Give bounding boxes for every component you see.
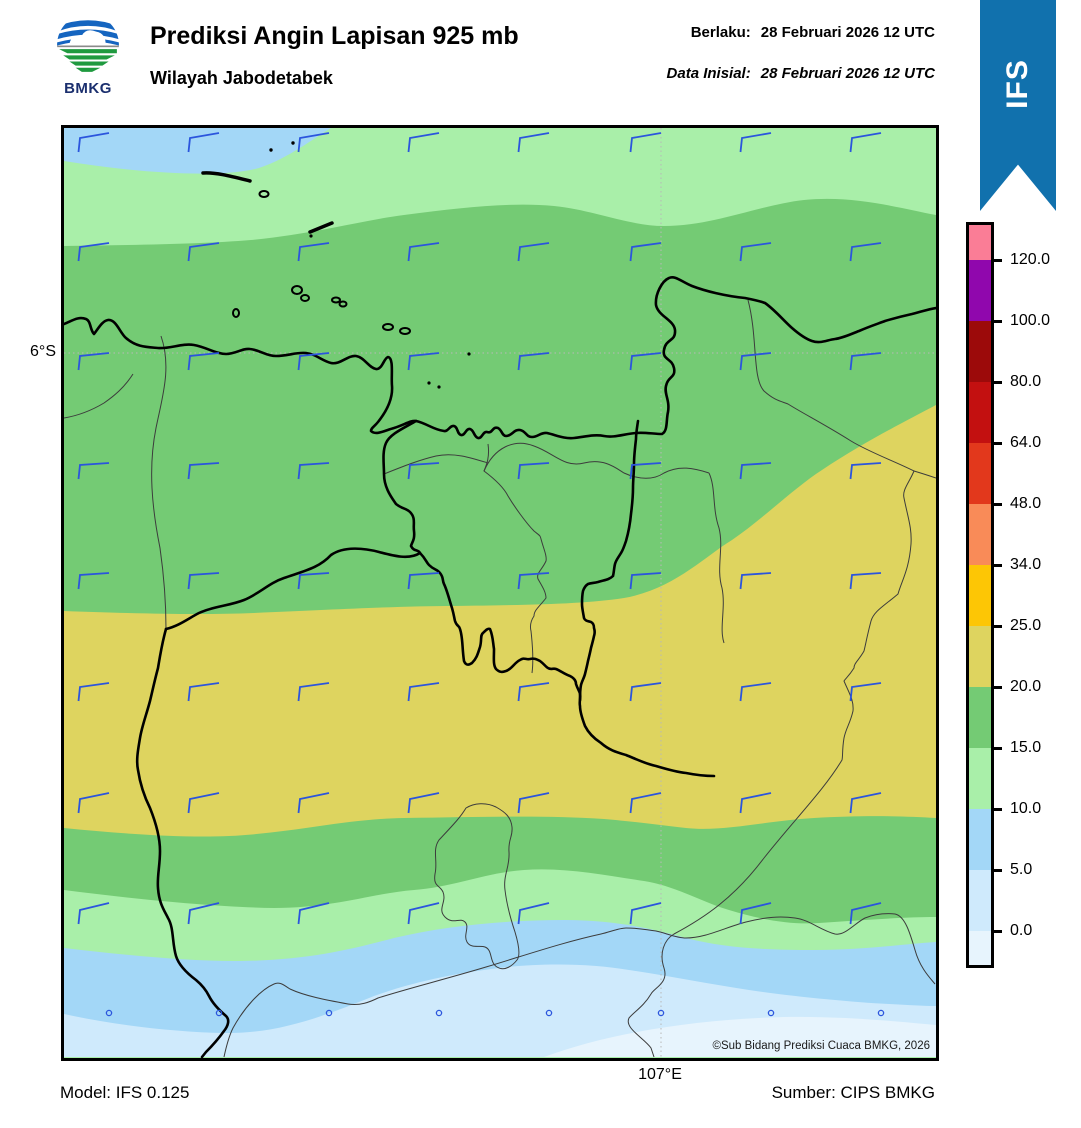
bmkg-logo-icon [57,14,119,76]
bmkg-logo-label: BMKG [64,80,112,97]
colorbar-tick-label: 10.0 [1010,800,1042,817]
colorbar-tick-label: 64.0 [1010,434,1042,451]
page-title: Prediksi Angin Lapisan 925 mb [150,22,519,50]
model-ribbon: IFS [980,0,1056,211]
colorbar-segment [969,225,991,260]
initial-time-label: Data Inisial: [666,65,751,82]
band-lowest [544,1016,936,1057]
colorbar-segment [969,382,991,443]
coastline [64,276,936,440]
colorbar-tick-label: 20.0 [1010,678,1042,695]
colorbar-tick-label: 15.0 [1010,739,1042,756]
colorbar-scale [966,222,994,968]
colorbar-segment [969,504,991,565]
colorbar-tick [991,685,1002,689]
colorbar-tick [991,746,1002,750]
colorbar-segment [969,687,991,748]
colorbar-segment [969,870,991,931]
colorbar-tick [991,319,1002,323]
admin-boundaries [64,299,936,1058]
colorbar-tick-label: 120.0 [1010,251,1051,268]
source-label: Sumber: CIPS BMKG [771,1083,935,1102]
colorbar-segment [969,260,991,321]
colorbar-tick [991,624,1002,628]
colorbar-tick-label: 25.0 [1010,617,1042,634]
wind-barbs [77,132,885,1017]
islands [201,141,471,389]
colorbar-tick-label: 0.0 [1010,922,1033,939]
colorbar-segment [969,443,991,504]
colorbar-segment [969,626,991,687]
wind-map-canvas: ©Sub Bidang Prediksi Cuaca BMKG, 2026 [64,128,936,1058]
wind-map: ©Sub Bidang Prediksi Cuaca BMKG, 2026 [61,125,939,1061]
latitude-tick-label: 6°S [30,343,56,360]
colorbar-segment [969,565,991,626]
valid-time-row: Berlaku: 28 Februari 2026 12 UTC [667,24,935,41]
colorbar-tick [991,807,1002,811]
colorbar-tick [991,380,1002,384]
valid-time-value: 28 Februari 2026 12 UTC [760,24,935,41]
colorbar-tick [991,258,1002,262]
forecast-dates: Berlaku: 28 Februari 2026 12 UTC Data Ini… [667,24,935,106]
colorbar-tick [991,563,1002,567]
longitude-tick-label: 107°E [638,1066,682,1083]
colorbar-segment [969,931,991,965]
colorbar-segment [969,748,991,809]
initial-time-value: 28 Februari 2026 12 UTC [760,65,935,82]
colorbar-tick [991,502,1002,506]
colorbar-tick-label: 100.0 [1010,312,1051,329]
colorbar-tick [991,868,1002,872]
colorbar-tick-label: 80.0 [1010,373,1042,390]
page-subtitle: Wilayah Jabodetabek [150,68,333,88]
colorbar: 120.0 100.0 80.0 64.0 48.0 34.0 25.0 20.0 15.0 10… [966,222,1081,968]
colorbar-segment [969,809,991,870]
band-5-10-topleft [64,128,331,174]
initial-time-row: Data Inisial: 28 Februari 2026 12 UTC [667,65,935,82]
colorbar-segment [969,321,991,382]
colorbar-tick-label: 34.0 [1010,556,1042,573]
model-label: Model: IFS 0.125 [60,1083,190,1102]
model-ribbon-label: IFS [1000,59,1034,109]
colorbar-tick [991,929,1002,933]
bmkg-logo: BMKG [52,12,124,97]
colorbar-tick-label: 48.0 [1010,495,1042,512]
colorbar-tick [991,441,1002,445]
valid-time-label: Berlaku: [690,24,751,41]
map-copyright: ©Sub Bidang Prediksi Cuaca BMKG, 2026 [712,1040,930,1052]
colorbar-tick-label: 5.0 [1010,861,1033,878]
